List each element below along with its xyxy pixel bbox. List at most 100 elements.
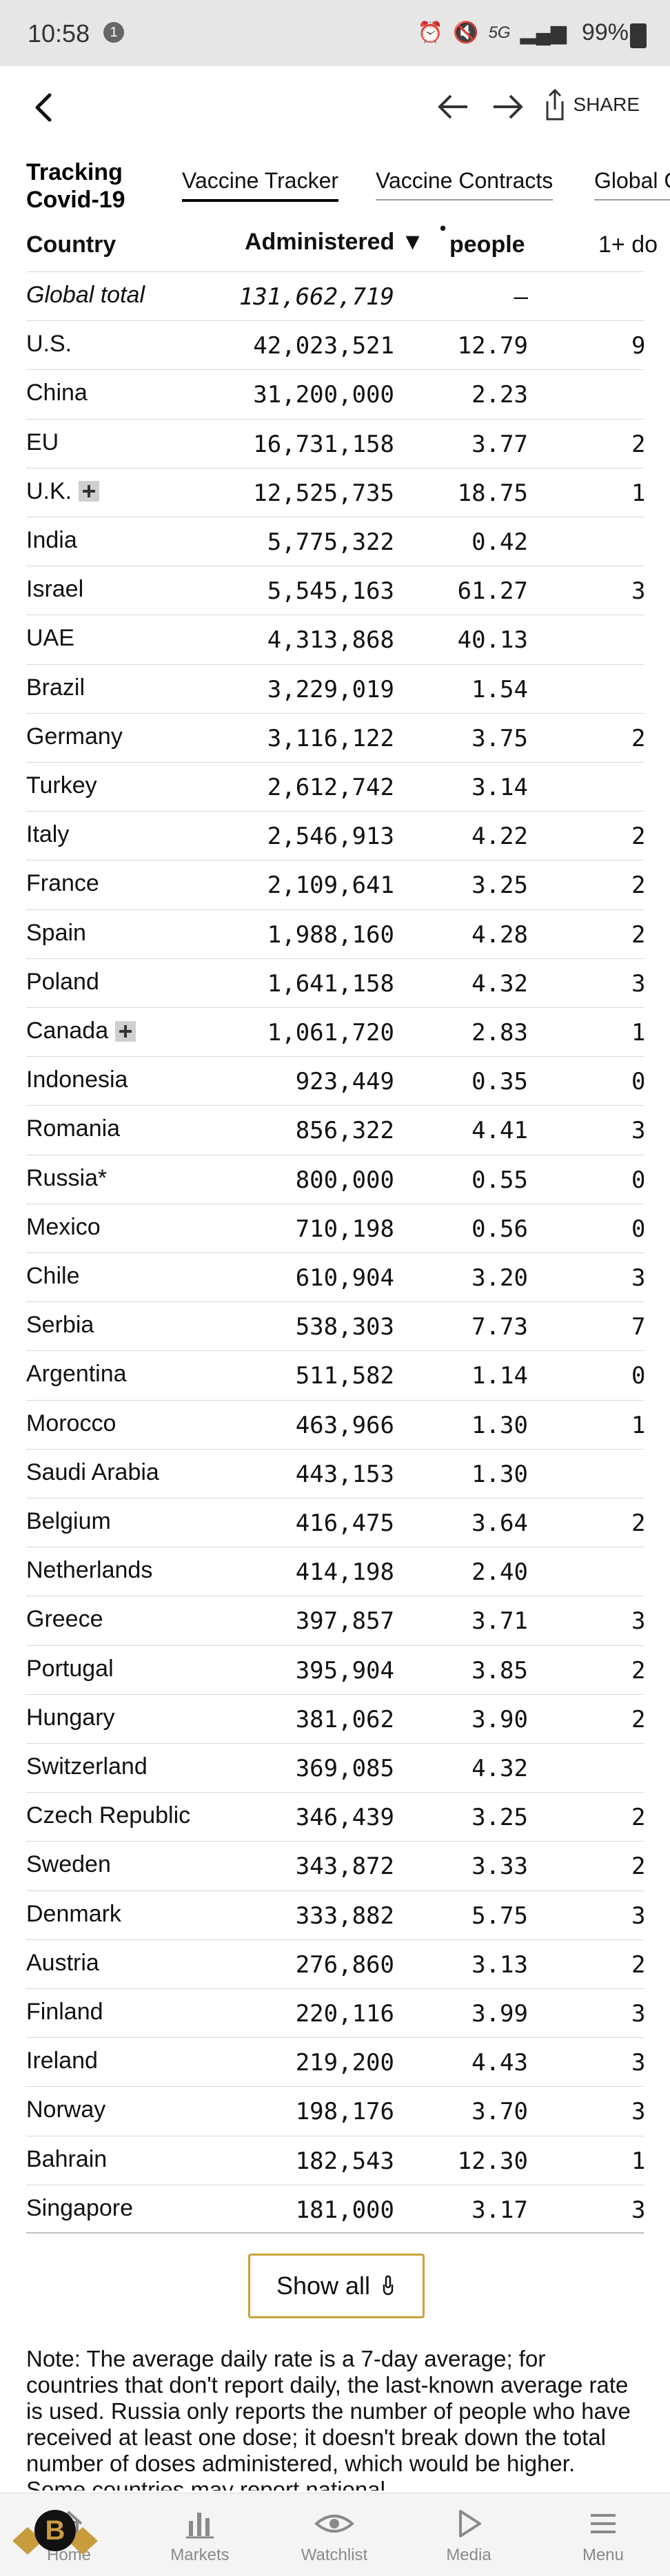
per-100-people-value: 3.99 — [471, 2000, 528, 2028]
table-row[interactable]: Portugal 395,904 3.85 2 — [26, 1645, 644, 1695]
administered-value: 1,988,160 — [267, 920, 394, 949]
first-dose-value: 3 — [631, 2098, 644, 2126]
table-row[interactable]: Sweden 343,872 3.33 2 — [26, 1841, 644, 1890]
table-row[interactable]: Indonesia 923,449 0.35 0 — [26, 1056, 644, 1106]
table-row[interactable]: Austria 276,860 3.13 2 — [26, 1939, 644, 1989]
column-header-administered[interactable]: Administered ▼ — [245, 229, 425, 255]
country-name: Spain — [26, 920, 86, 947]
table-row[interactable]: Italy 2,546,913 4.22 2 — [26, 811, 644, 861]
country-label: Canada — [26, 1018, 109, 1044]
table-row[interactable]: U.K. 12,525,735 18.75 18 — [26, 467, 644, 517]
per-100-people-value: 3.17 — [471, 2196, 528, 2224]
table-row[interactable]: Mexico 710,198 0.56 0 — [26, 1203, 644, 1253]
table-row[interactable]: China 31,200,000 2.23 — [26, 369, 644, 419]
markets-icon — [186, 2513, 214, 2539]
table-row[interactable]: Ireland 219,200 4.43 3 — [26, 2037, 644, 2087]
tab-global-cases[interactable]: Global C — [594, 168, 670, 200]
svg-text:B: B — [45, 2515, 65, 2546]
country-name: U.S. — [26, 331, 72, 358]
country-label: Germany — [26, 723, 123, 750]
table-row[interactable]: Norway 198,176 3.70 3 — [26, 2086, 644, 2136]
per-100-people-value: 3.20 — [471, 1264, 528, 1292]
table-row[interactable]: U.S. 42,023,521 12.79 9 — [26, 320, 644, 370]
first-dose-value: 3 — [631, 1264, 644, 1292]
country-name: Romania — [26, 1115, 120, 1142]
table-row[interactable]: Switzerland 369,085 4.32 — [26, 1743, 644, 1793]
country-name: U.K. — [26, 478, 100, 505]
table-row[interactable]: Russia* 800,000 0.55 0 — [26, 1154, 644, 1204]
table-row[interactable]: EU 16,731,158 3.77 2 — [26, 418, 644, 468]
status-icons: ⏰ 🔇 5G ▂▄▆ — [418, 21, 567, 45]
per-100-people-value: 0.35 — [471, 1068, 528, 1096]
administered-value: 182,543 — [295, 2147, 394, 2175]
administered-value: 923,449 — [295, 1068, 394, 1096]
nav-watchlist[interactable]: Watchlist — [279, 2507, 389, 2565]
media-play-icon — [459, 2510, 481, 2537]
table-row[interactable]: Argentina 511,582 1.14 0 — [26, 1350, 644, 1400]
country-name: Chile — [26, 1263, 79, 1290]
table-row[interactable]: Czech Republic 346,439 3.25 2 — [26, 1792, 644, 1842]
country-name: Portugal — [26, 1656, 114, 1682]
table-row[interactable]: Finland 220,116 3.99 3 — [26, 1988, 644, 2038]
country-label: Italy — [26, 821, 70, 848]
country-name: Hungary — [26, 1704, 115, 1731]
table-row[interactable]: Saudi Arabia 443,153 1.30 — [26, 1448, 644, 1498]
column-header-first-dose[interactable]: 1+ do — [598, 231, 658, 258]
country-label: Bahrain — [26, 2145, 108, 2172]
administered-value: 369,085 — [295, 1755, 394, 1782]
table-row[interactable]: Chile 610,904 3.20 3 — [26, 1253, 644, 1302]
country-label: Austria — [26, 1949, 99, 1976]
table-row[interactable]: Netherlands 414,198 2.40 — [26, 1547, 644, 1596]
table-row[interactable]: Poland 1,641,158 4.32 3 — [26, 958, 644, 1008]
table-row[interactable]: Israel 5,545,163 61.27 38 — [26, 566, 644, 615]
share-button[interactable]: SHARE — [543, 84, 640, 125]
expand-plus-icon[interactable] — [115, 1020, 136, 1042]
table-row[interactable]: Global total 131,662,719 – — [26, 271, 644, 321]
menu-icon — [591, 2514, 616, 2533]
table-row[interactable]: Hungary 381,062 3.90 2 — [26, 1693, 644, 1744]
expand-plus-icon[interactable] — [79, 481, 100, 502]
table-row[interactable]: UAE 4,313,868 40.13 — [26, 615, 644, 664]
table-row[interactable]: Turkey 2,612,742 3.14 — [26, 762, 644, 812]
table-row[interactable]: Bahrain 182,543 12.30 12 — [26, 2135, 644, 2185]
table-row[interactable]: Brazil 3,229,019 1.54 — [26, 663, 644, 714]
nav-media[interactable]: Media — [414, 2507, 524, 2565]
table-row[interactable]: Canada 1,061,720 2.83 1 — [26, 1007, 644, 1057]
table-row[interactable]: Serbia 538,303 7.73 7 — [26, 1301, 644, 1351]
table-row[interactable]: Denmark 333,882 5.75 3 — [26, 1890, 644, 1940]
first-dose-value: 0 — [631, 1068, 644, 1096]
country-label: Belgium — [26, 1508, 111, 1534]
tab-vaccine-tracker[interactable]: Vaccine Tracker — [182, 168, 339, 202]
table-row[interactable]: Belgium 416,475 3.64 2 — [26, 1498, 644, 1547]
column-header-country[interactable]: Country — [26, 231, 116, 258]
table-row[interactable]: Morocco 463,966 1.30 1 — [26, 1399, 644, 1450]
table-row[interactable]: India 5,775,322 0.42 — [26, 517, 644, 566]
table-row[interactable]: Greece 397,857 3.71 3 — [26, 1596, 644, 1645]
nav-menu-label: Menu — [582, 2546, 625, 2564]
first-dose-value: 7 — [631, 1313, 644, 1341]
country-label: Norway — [26, 2096, 106, 2123]
table-row[interactable]: Singapore 181,000 3.17 3 — [26, 2184, 644, 2234]
back-button[interactable] — [26, 87, 61, 128]
nav-menu[interactable]: Menu — [548, 2507, 658, 2565]
table-row[interactable]: France 2,109,641 3.25 2 — [26, 860, 644, 909]
column-header-people[interactable]: people — [449, 231, 525, 258]
tab-vaccine-contracts[interactable]: Vaccine Contracts — [376, 168, 554, 200]
per-100-people-value: 4.43 — [471, 2049, 528, 2077]
nav-markets[interactable]: Markets — [145, 2507, 255, 2565]
country-name: Switzerland — [26, 1753, 148, 1780]
show-all-button[interactable]: Show all — [248, 2254, 425, 2318]
administered-value: 31,200,000 — [253, 381, 394, 409]
table-row[interactable]: Spain 1,988,160 4.28 2 — [26, 909, 644, 959]
country-name: Denmark — [26, 1901, 121, 1928]
previous-article-button[interactable] — [434, 90, 473, 124]
country-name: Norway — [26, 2096, 105, 2123]
per-100-people-value: 12.30 — [457, 2147, 528, 2175]
first-dose-value: 2 — [631, 1950, 644, 1979]
administered-value: 16,731,158 — [253, 430, 394, 458]
table-row[interactable]: Germany 3,116,122 3.75 2 — [26, 712, 644, 763]
per-100-people-value: 3.25 — [471, 872, 528, 900]
country-label: Denmark — [26, 1900, 121, 1927]
table-row[interactable]: Romania 856,322 4.41 3 — [26, 1105, 644, 1155]
next-article-button[interactable] — [488, 90, 527, 124]
